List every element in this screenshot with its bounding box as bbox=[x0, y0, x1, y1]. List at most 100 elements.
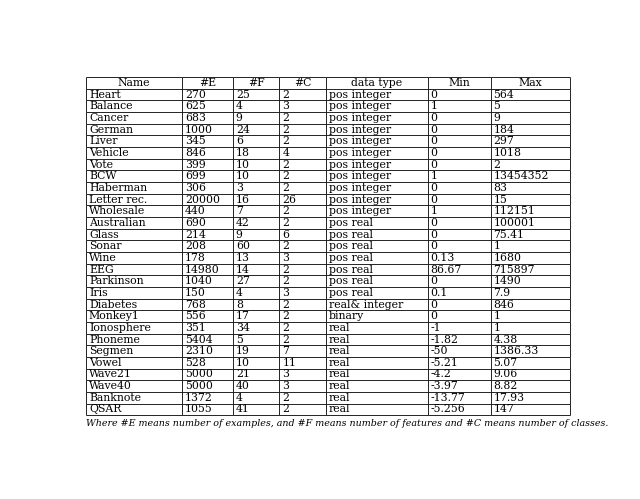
Text: 2: 2 bbox=[282, 136, 289, 146]
Text: 1: 1 bbox=[431, 101, 438, 111]
Text: -5.256: -5.256 bbox=[431, 405, 465, 415]
Text: Vote: Vote bbox=[89, 160, 113, 170]
Text: 100001: 100001 bbox=[493, 218, 536, 228]
Text: 768: 768 bbox=[185, 299, 205, 309]
Text: pos integer: pos integer bbox=[329, 101, 391, 111]
Text: real: real bbox=[329, 358, 351, 368]
Text: real: real bbox=[329, 393, 351, 403]
Text: 1: 1 bbox=[431, 171, 438, 181]
Text: 306: 306 bbox=[185, 183, 206, 193]
Text: -13.77: -13.77 bbox=[431, 393, 465, 403]
Text: 7: 7 bbox=[236, 206, 243, 216]
Text: pos real: pos real bbox=[329, 253, 373, 263]
Text: #F: #F bbox=[248, 78, 264, 88]
Text: 0: 0 bbox=[431, 136, 438, 146]
Text: Wholesale: Wholesale bbox=[89, 206, 145, 216]
Text: 9: 9 bbox=[236, 230, 243, 240]
Text: EEG: EEG bbox=[89, 264, 114, 274]
Text: -1.82: -1.82 bbox=[431, 334, 458, 344]
Text: Where #E means number of examples, and #F means number of features and #C means : Where #E means number of examples, and #… bbox=[86, 419, 609, 428]
Text: 4: 4 bbox=[282, 148, 289, 158]
Text: 18: 18 bbox=[236, 148, 250, 158]
Text: #E: #E bbox=[199, 78, 216, 88]
Text: 41: 41 bbox=[236, 405, 250, 415]
Text: Monkey1: Monkey1 bbox=[89, 311, 140, 321]
Text: 34: 34 bbox=[236, 323, 250, 333]
Text: 40: 40 bbox=[236, 381, 250, 391]
Text: 7: 7 bbox=[282, 346, 289, 356]
Text: 2: 2 bbox=[282, 299, 289, 309]
Text: Wave21: Wave21 bbox=[89, 369, 132, 379]
Text: 0: 0 bbox=[431, 195, 438, 205]
Text: 556: 556 bbox=[185, 311, 205, 321]
Text: 1: 1 bbox=[493, 311, 500, 321]
Text: 27: 27 bbox=[236, 276, 250, 286]
Text: real: real bbox=[329, 405, 351, 415]
Text: 0: 0 bbox=[431, 241, 438, 251]
Text: 1018: 1018 bbox=[493, 148, 522, 158]
Text: 150: 150 bbox=[185, 288, 205, 298]
Text: pos integer: pos integer bbox=[329, 171, 391, 181]
Text: 26: 26 bbox=[282, 195, 296, 205]
Text: Australian: Australian bbox=[89, 218, 145, 228]
Text: pos real: pos real bbox=[329, 230, 373, 240]
Text: 699: 699 bbox=[185, 171, 205, 181]
Text: binary: binary bbox=[329, 311, 364, 321]
Text: 2: 2 bbox=[282, 393, 289, 403]
Text: QSAR: QSAR bbox=[89, 405, 122, 415]
Text: 15: 15 bbox=[493, 195, 508, 205]
Text: 2: 2 bbox=[282, 113, 289, 123]
Text: 16: 16 bbox=[236, 195, 250, 205]
Text: Phoneme: Phoneme bbox=[89, 334, 140, 344]
Text: 19: 19 bbox=[236, 346, 250, 356]
Text: Max: Max bbox=[518, 78, 542, 88]
Text: 345: 345 bbox=[185, 136, 205, 146]
Text: 3: 3 bbox=[282, 288, 289, 298]
Text: 6: 6 bbox=[236, 136, 243, 146]
Text: 2: 2 bbox=[282, 90, 289, 100]
Text: 5000: 5000 bbox=[185, 381, 212, 391]
Text: -50: -50 bbox=[431, 346, 448, 356]
Text: Name: Name bbox=[118, 78, 150, 88]
Text: Balance: Balance bbox=[89, 101, 132, 111]
Text: 3: 3 bbox=[282, 253, 289, 263]
Text: Wave40: Wave40 bbox=[89, 381, 132, 391]
Text: 0: 0 bbox=[431, 299, 438, 309]
Text: real: real bbox=[329, 334, 351, 344]
Text: Glass: Glass bbox=[89, 230, 118, 240]
Text: 0: 0 bbox=[431, 113, 438, 123]
Text: real: real bbox=[329, 346, 351, 356]
Text: 270: 270 bbox=[185, 90, 205, 100]
Text: 1386.33: 1386.33 bbox=[493, 346, 539, 356]
Text: pos integer: pos integer bbox=[329, 90, 391, 100]
Text: 25: 25 bbox=[236, 90, 250, 100]
Text: pos real: pos real bbox=[329, 264, 373, 274]
Text: Liver: Liver bbox=[89, 136, 117, 146]
Text: pos integer: pos integer bbox=[329, 148, 391, 158]
Text: Min: Min bbox=[448, 78, 470, 88]
Text: 2: 2 bbox=[282, 241, 289, 251]
Text: Sonar: Sonar bbox=[89, 241, 122, 251]
Text: -3.97: -3.97 bbox=[431, 381, 458, 391]
Text: pos real: pos real bbox=[329, 218, 373, 228]
Text: 0: 0 bbox=[431, 90, 438, 100]
Text: 3: 3 bbox=[236, 183, 243, 193]
Text: 1000: 1000 bbox=[185, 125, 213, 135]
Text: 3: 3 bbox=[282, 369, 289, 379]
Text: pos integer: pos integer bbox=[329, 113, 391, 123]
Text: 715897: 715897 bbox=[493, 264, 535, 274]
Text: 17: 17 bbox=[236, 311, 250, 321]
Text: BCW: BCW bbox=[89, 171, 116, 181]
Text: 2: 2 bbox=[282, 183, 289, 193]
Text: 10: 10 bbox=[236, 171, 250, 181]
Text: pos integer: pos integer bbox=[329, 125, 391, 135]
Text: 20000: 20000 bbox=[185, 195, 220, 205]
Text: 1680: 1680 bbox=[493, 253, 522, 263]
Text: Cancer: Cancer bbox=[89, 113, 128, 123]
Text: 0: 0 bbox=[431, 230, 438, 240]
Text: 0: 0 bbox=[431, 183, 438, 193]
Text: 2: 2 bbox=[282, 160, 289, 170]
Text: 5000: 5000 bbox=[185, 369, 212, 379]
Text: pos integer: pos integer bbox=[329, 136, 391, 146]
Text: 21: 21 bbox=[236, 369, 250, 379]
